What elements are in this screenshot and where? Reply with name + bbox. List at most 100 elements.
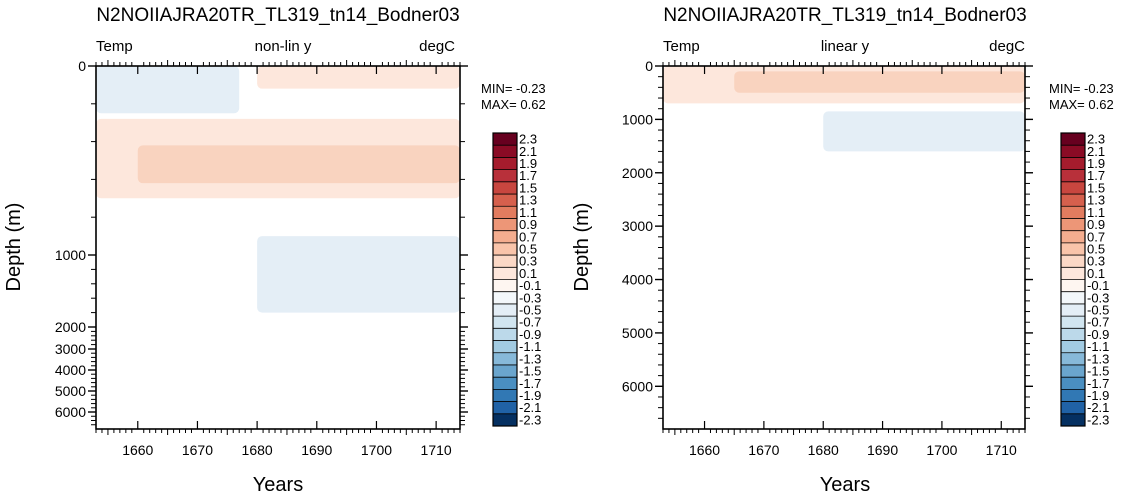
x-tick-label: 1700: [926, 442, 957, 458]
left-panel-x-axis-label: Years: [253, 474, 303, 496]
colorbar-label: -0.5: [519, 303, 541, 318]
right-panel-axis-type-label: linear y: [821, 38, 870, 55]
x-tick-label: 1670: [182, 442, 213, 458]
colorbar-label: 1.5: [519, 180, 537, 195]
right-panel-max-text: MAX= 0.62: [1049, 97, 1114, 112]
right-panel-variable-label: Temp: [663, 38, 700, 55]
colorbar-swatch: [1061, 230, 1085, 244]
colorbar-swatch: [493, 377, 517, 390]
y-tick-label: 0: [78, 58, 86, 74]
colorbar-frame: [1060, 132, 1086, 427]
colorbar-label: -1.5: [1087, 364, 1109, 379]
colorbar-label: 0.9: [519, 217, 537, 232]
y-tick-label: 5000: [622, 325, 653, 341]
colorbar-swatch: [493, 291, 517, 305]
colorbar-swatch: [493, 206, 517, 219]
colorbar-swatch: [493, 401, 517, 415]
colorbar-label: 0.1: [1087, 266, 1105, 281]
colorbar-label: -0.3: [519, 290, 541, 305]
colorbar-label: 0.3: [1087, 254, 1105, 269]
colorbar-swatch: [493, 181, 517, 195]
colorbar-swatch: [493, 242, 517, 256]
colorbar-label: -1.3: [519, 351, 541, 366]
left-panel-title: N2NOIIAJRA20TR_TL319_tn14_Bodner03: [96, 5, 459, 26]
colorbar-label: 1.3: [519, 193, 537, 208]
colorbar-label: 1.9: [519, 156, 537, 171]
x-tick-label: 1710: [986, 442, 1017, 458]
left-panel-y-axis-label: Depth (m): [3, 203, 25, 292]
colorbar-swatch: [493, 413, 517, 427]
colorbar-label: -1.7: [1087, 376, 1109, 391]
colorbar-label: 2.1: [1087, 144, 1105, 159]
colorbar-label: 1.1: [1087, 205, 1105, 220]
colorbar-label: 2.3: [519, 132, 537, 147]
colorbar-label: -0.9: [1087, 327, 1109, 342]
colorbar-label: -0.5: [1087, 303, 1109, 318]
colorbar-swatch: [1061, 279, 1085, 293]
contour-region-1: [257, 66, 460, 89]
colorbar-swatch: [493, 133, 517, 146]
colorbar-swatch: [493, 316, 517, 329]
colorbar-label: -1.5: [519, 364, 541, 379]
left-panel-axis-type-label: non-lin y: [255, 38, 312, 55]
y-tick-label: 3000: [55, 341, 86, 357]
right-panel-x-axis-label: Years: [820, 474, 870, 496]
right-panel-title: N2NOIIAJRA20TR_TL319_tn14_Bodner03: [663, 5, 1026, 26]
y-tick-label: 0: [645, 58, 653, 74]
colorbar-swatch: [493, 194, 517, 207]
x-tick-label: 1670: [748, 442, 779, 458]
contour-region-2: [823, 111, 1025, 152]
colorbar-label: 1.7: [519, 168, 537, 183]
y-tick-label: 4000: [55, 362, 86, 378]
colorbar-label: -0.1: [1087, 278, 1109, 293]
y-tick-label: 4000: [622, 272, 653, 288]
colorbar-label: 0.3: [519, 254, 537, 269]
colorbar-swatch: [1061, 413, 1085, 427]
colorbar-swatch: [493, 255, 517, 268]
colorbar-label: -0.7: [519, 315, 541, 330]
colorbar-label: -0.9: [519, 327, 541, 342]
colorbar-swatch: [493, 218, 517, 232]
colorbar-swatch: [1061, 401, 1085, 415]
colorbar-swatch: [1061, 364, 1085, 378]
contour-region-1: [734, 71, 1025, 93]
colorbar-label: -2.1: [519, 400, 541, 415]
colorbar-swatch: [1061, 242, 1085, 256]
colorbar-swatch: [1061, 303, 1085, 317]
colorbar-swatch: [493, 389, 517, 402]
colorbar-swatch: [493, 352, 517, 366]
colorbar-swatch: [1061, 352, 1085, 366]
colorbar-swatch: [493, 328, 517, 341]
left-panel-min-text: MIN= -0.23: [481, 81, 546, 96]
left-panel-units-label: degC: [419, 38, 455, 55]
right-panel: N2NOIIAJRA20TR_TL319_tn14_Bodner03 Temp …: [571, 5, 1114, 496]
contour-region-3: [137, 145, 460, 184]
colorbar-swatch: [493, 157, 517, 171]
contour-region-4: [257, 236, 460, 313]
colorbar-swatch: [1061, 133, 1085, 146]
x-tick-label: 1700: [361, 442, 392, 458]
colorbar-swatch: [1061, 181, 1085, 195]
x-tick-label: 1710: [421, 442, 452, 458]
colorbar-swatch: [1061, 328, 1085, 341]
colorbar-swatch: [1061, 291, 1085, 305]
colorbar-swatch: [1061, 316, 1085, 329]
y-tick-label: 6000: [622, 378, 653, 394]
colorbar-swatch: [1061, 218, 1085, 232]
colorbar-swatch: [1061, 389, 1085, 402]
colorbar-swatch: [1061, 157, 1085, 171]
colorbar-label: -1.1: [1087, 339, 1109, 354]
y-tick-label: 3000: [622, 218, 653, 234]
right-panel-plot-area: 1660 1670 1680 1690 1700 1710 0 1000 2000 3000 400…: [622, 58, 1033, 458]
left-colorbar: 2.32.11.91.71.51.31.10.90.70.50.30.1-0.1…: [492, 132, 541, 427]
colorbar-label: -1.9: [519, 388, 541, 403]
colorbar-label: -0.7: [1087, 315, 1109, 330]
colorbar-label: -0.1: [519, 278, 541, 293]
colorbar-swatch: [1061, 255, 1085, 268]
x-tick-label: 1660: [689, 442, 720, 458]
colorbar-frame: [492, 132, 518, 427]
colorbar-label: -1.1: [519, 339, 541, 354]
right-panel-units-label: degC: [989, 38, 1025, 55]
colorbar-label: -2.3: [1087, 412, 1109, 427]
